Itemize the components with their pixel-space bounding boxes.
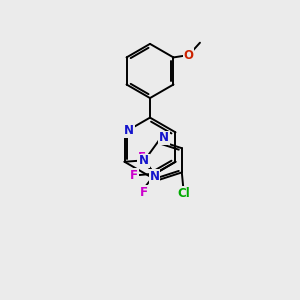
Text: N: N (159, 131, 169, 144)
Text: F: F (140, 186, 148, 199)
Text: O: O (184, 49, 194, 62)
Text: N: N (139, 154, 149, 167)
Text: N: N (124, 124, 134, 137)
Text: F: F (138, 151, 146, 164)
Text: F: F (130, 169, 138, 182)
Text: N: N (149, 170, 159, 183)
Text: Cl: Cl (177, 187, 190, 200)
